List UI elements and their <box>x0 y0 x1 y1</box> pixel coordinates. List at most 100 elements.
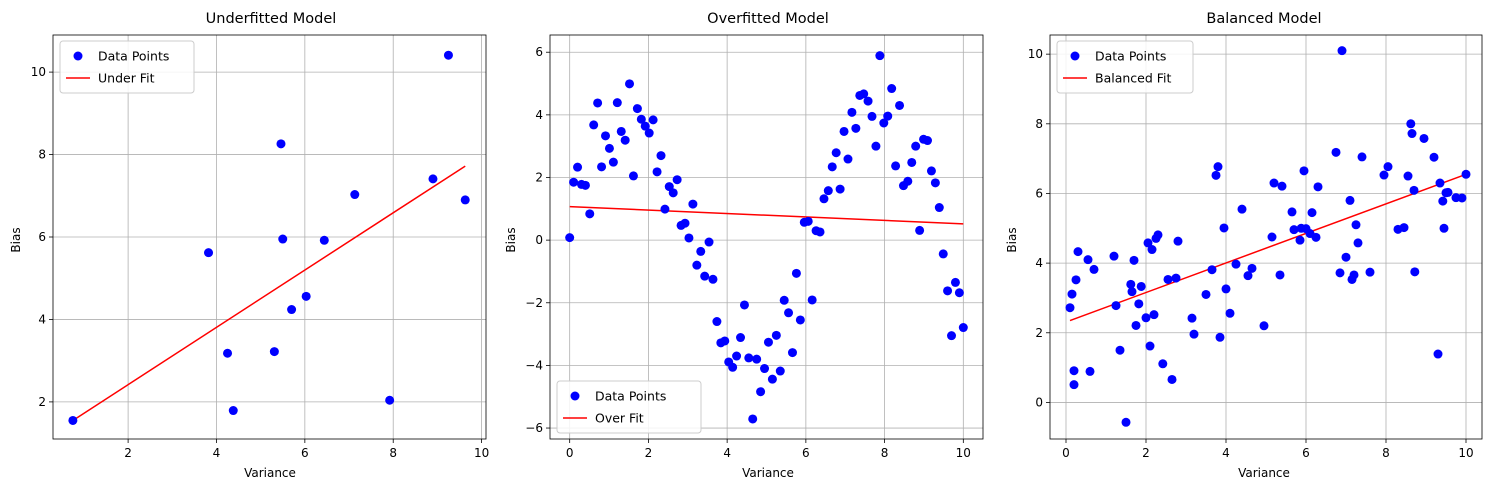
x-tick-label: 4 <box>213 446 221 460</box>
data-point <box>763 337 773 347</box>
data-point <box>807 295 817 305</box>
data-point <box>223 348 233 358</box>
data-point <box>1287 207 1297 217</box>
x-tick-label: 0 <box>566 446 574 460</box>
data-point <box>803 216 813 226</box>
data-point <box>1269 178 1279 188</box>
plot-frame <box>549 34 984 440</box>
y-tick-label: 0 <box>1035 395 1043 409</box>
legend-label-fit: Under Fit <box>98 71 155 86</box>
y-tick-label: 4 <box>535 108 543 122</box>
y-tick-label: 6 <box>38 230 46 244</box>
plot-frame <box>52 34 487 440</box>
data-point <box>1145 341 1155 351</box>
legend-label-points: Data Points <box>98 49 169 64</box>
data-point <box>823 186 833 196</box>
data-point <box>589 120 599 130</box>
data-point <box>644 128 654 138</box>
data-point <box>1143 238 1153 248</box>
data-point <box>319 235 329 245</box>
data-point <box>1171 273 1181 283</box>
legend-marker-points <box>73 51 83 61</box>
data-point <box>1383 162 1393 172</box>
data-point <box>1353 238 1363 248</box>
data-point <box>922 136 932 146</box>
data-point <box>1243 271 1253 281</box>
data-point <box>696 246 706 256</box>
data-point <box>708 274 718 284</box>
data-point <box>692 260 702 270</box>
x-tick-label: 0 <box>1062 446 1070 460</box>
data-point <box>1237 204 1247 214</box>
data-point <box>739 300 749 310</box>
data-point <box>580 180 590 190</box>
data-point <box>871 141 881 151</box>
data-point <box>954 288 964 298</box>
data-point <box>1341 252 1351 262</box>
data-point <box>672 175 682 185</box>
data-point <box>688 199 698 209</box>
data-point <box>720 336 730 346</box>
data-point <box>1461 169 1471 179</box>
data-point <box>573 162 583 172</box>
data-point <box>1126 279 1136 289</box>
data-point <box>428 174 438 184</box>
legend-label-points: Data Points <box>1095 49 1166 64</box>
data-point <box>867 111 877 121</box>
data-point <box>1277 181 1287 191</box>
data-point <box>569 177 579 187</box>
data-point <box>1403 171 1413 181</box>
data-point <box>1083 255 1093 265</box>
data-point <box>1351 220 1361 230</box>
x-tick-label: 2 <box>124 446 132 460</box>
data-point <box>771 330 781 340</box>
legend-label-fit: Balanced Fit <box>1095 71 1172 86</box>
data-point <box>204 248 214 258</box>
x-axis-label: Variance <box>742 466 794 480</box>
data-point <box>1141 313 1151 323</box>
data-point <box>1129 255 1139 265</box>
data-point <box>443 50 453 60</box>
data-point <box>1067 289 1077 299</box>
data-point <box>1173 236 1183 246</box>
data-point <box>787 348 797 358</box>
data-point <box>839 126 849 136</box>
data-point <box>656 151 666 161</box>
data-point <box>616 126 626 136</box>
data-point <box>1259 321 1269 331</box>
data-point <box>827 162 837 172</box>
y-tick-label: 2 <box>535 170 543 184</box>
data-point <box>1136 281 1146 291</box>
data-point <box>276 139 286 149</box>
data-point <box>1409 185 1419 195</box>
data-point <box>835 184 845 194</box>
data-point <box>1295 235 1305 245</box>
data-point <box>891 161 901 171</box>
data-point <box>628 171 638 181</box>
y-tick-label: 4 <box>38 312 46 326</box>
data-point <box>859 89 869 99</box>
data-point <box>915 225 925 235</box>
data-point <box>938 249 948 259</box>
x-tick-label: 8 <box>1382 446 1390 460</box>
data-point <box>228 406 238 416</box>
data-point <box>604 143 614 153</box>
data-point <box>1163 274 1173 284</box>
y-axis-label: Bias <box>504 227 518 252</box>
data-point <box>1399 223 1409 233</box>
y-tick-label: 6 <box>1035 186 1043 200</box>
data-point <box>775 366 785 376</box>
data-point <box>301 291 311 301</box>
data-point <box>68 415 78 425</box>
legend-marker-points <box>570 391 580 401</box>
data-point <box>947 331 957 341</box>
data-point <box>1109 251 1119 261</box>
plot-frame <box>1049 34 1483 440</box>
y-tick-label: 8 <box>38 148 46 162</box>
data-point <box>1207 265 1217 275</box>
data-point <box>958 323 968 333</box>
data-point <box>779 295 789 305</box>
data-point <box>625 79 635 89</box>
data-point <box>680 218 690 228</box>
data-point <box>1211 170 1221 180</box>
